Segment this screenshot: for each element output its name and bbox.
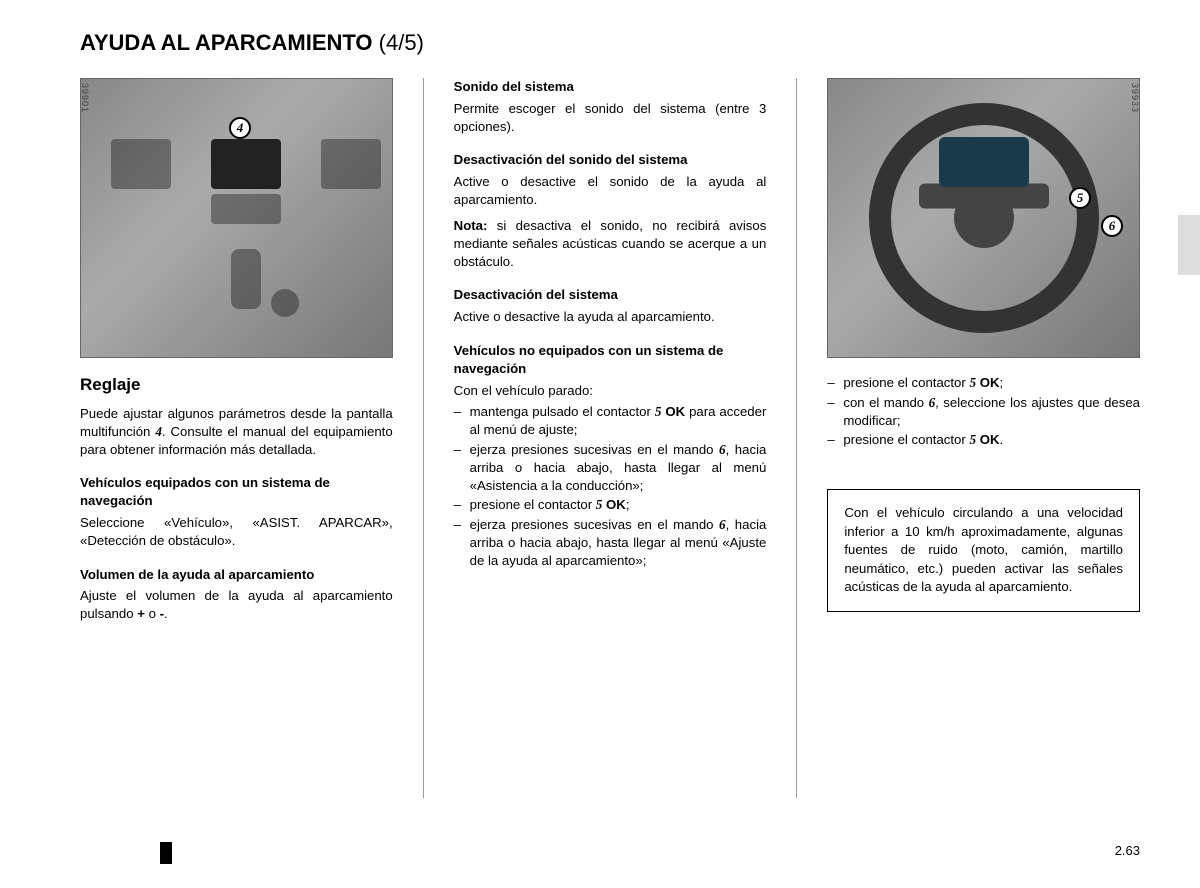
text: . — [999, 432, 1003, 447]
sub-nav-equipped: Vehículos equipados con un sistema de na… — [80, 474, 393, 510]
nav-equipped-text: Seleccione «Vehículo», «ASIST. APARCAR»,… — [80, 514, 393, 550]
list-item: ejerza presiones sucesivas en el mando 6… — [454, 516, 767, 569]
callout-5: 5 — [1069, 187, 1091, 209]
sonido-text: Permite escoger el sonido del sistema (e… — [454, 100, 767, 136]
no-nav-list: mantenga pulsado el contactor 5 OK para … — [454, 403, 767, 569]
ref-6: 6 — [719, 442, 726, 457]
column-3: 39933 5 6 presione el contactor 5 OK; co… — [827, 78, 1140, 798]
text: mantenga pulsado el contactor — [470, 404, 655, 419]
text: ; — [626, 497, 630, 512]
side-tab — [1178, 215, 1200, 275]
reglaje-intro: Puede ajustar algunos parámetros desde l… — [80, 405, 393, 458]
sub-volume: Volumen de la ayuda al aparcamiento — [80, 566, 393, 584]
note-body: si desactiva el sonido, no recibirá avis… — [454, 218, 767, 269]
text: o — [145, 606, 160, 621]
sub-desact-sistema: Desactivación del sistema — [454, 286, 767, 304]
sub-desact-sonido: Desactivación del sonido del sistema — [454, 151, 767, 169]
volume-text: Ajuste el volumen de la ayuda al aparcam… — [80, 587, 393, 623]
page-title: AYUDA AL APARCAMIENTO (4/5) — [80, 30, 1140, 56]
list-item: con el mando 6, seleccione los ajustes q… — [827, 394, 1140, 430]
list-item: presione el contactor 5 OK; — [827, 374, 1140, 392]
text: presione el contactor — [470, 497, 596, 512]
text: ejerza presiones sucesivas en el mando — [470, 517, 719, 532]
desact-sonido-text: Active o desactive el sonido de la ayuda… — [454, 173, 767, 209]
column-1: 39901 4 Reglaje Puede ajustar algunos pa… — [80, 78, 393, 798]
text: presione el contactor — [843, 375, 969, 390]
page-number: 2.63 — [1115, 843, 1140, 858]
column-2: Sonido del sistema Permite escoger el so… — [454, 78, 767, 798]
no-nav-lead: Con el vehículo parado: — [454, 382, 767, 400]
list-item: presione el contactor 5 OK. — [827, 431, 1140, 449]
list-item: presione el contactor 5 OK; — [454, 496, 767, 514]
ok: OK — [976, 432, 999, 447]
figure-steering-wheel: 39933 5 6 — [827, 78, 1140, 358]
columns: 39901 4 Reglaje Puede ajustar algunos pa… — [80, 78, 1140, 798]
info-box: Con el vehículo circulando a una velocid… — [827, 489, 1140, 611]
note-label: Nota: — [454, 218, 488, 233]
nota: Nota: si desactiva el sonido, no recibir… — [454, 217, 767, 270]
ok: OK — [602, 497, 625, 512]
footer-mark — [160, 842, 172, 864]
col3-list: presione el contactor 5 OK; con el mando… — [827, 374, 1140, 449]
callout-4: 4 — [229, 117, 251, 139]
list-item: ejerza presiones sucesivas en el mando 6… — [454, 441, 767, 494]
plus: + — [137, 606, 145, 621]
sub-sonido: Sonido del sistema — [454, 78, 767, 96]
list-item: mantenga pulsado el contactor 5 OK para … — [454, 403, 767, 439]
title-part: (4/5) — [379, 30, 424, 55]
ref-6: 6 — [719, 517, 726, 532]
callout-6: 6 — [1101, 215, 1123, 237]
section-reglaje: Reglaje — [80, 374, 393, 397]
text: con el mando — [843, 395, 928, 410]
text: ejerza presiones sucesivas en el mando — [470, 442, 719, 457]
ref-4: 4 — [155, 424, 162, 439]
divider-1 — [423, 78, 424, 798]
ok: OK — [661, 404, 685, 419]
desact-sistema-text: Active o desactive la ayuda al aparcamie… — [454, 308, 767, 326]
text: presione el contactor — [843, 432, 969, 447]
text: . — [164, 606, 168, 621]
figure-dashboard: 39901 4 — [80, 78, 393, 358]
wheel-illustration — [828, 79, 1139, 357]
divider-2 — [796, 78, 797, 798]
title-main: AYUDA AL APARCAMIENTO — [80, 30, 379, 55]
sub-no-nav: Vehículos no equipados con un sistema de… — [454, 342, 767, 378]
text: Ajuste el volumen de la ayuda al aparcam… — [80, 588, 393, 621]
ok: OK — [976, 375, 999, 390]
text: ; — [999, 375, 1003, 390]
